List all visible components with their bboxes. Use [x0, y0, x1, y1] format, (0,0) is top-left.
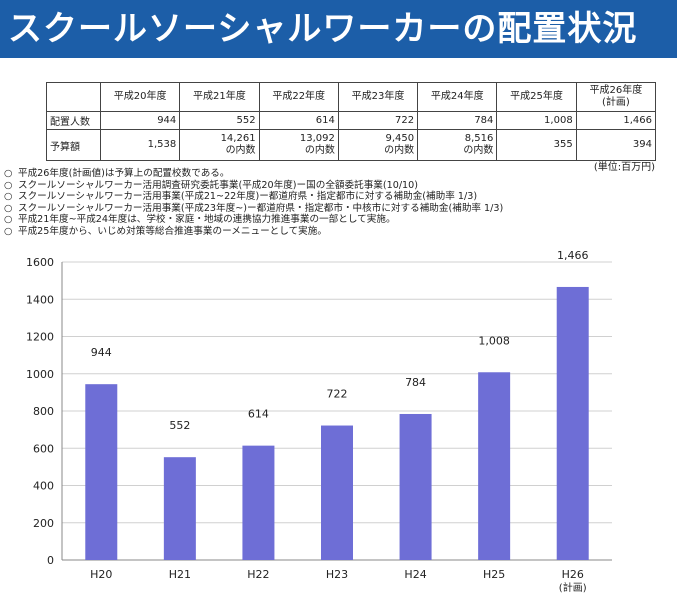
y-tick-label: 1400: [26, 293, 54, 306]
bullet-icon: ○: [4, 202, 13, 214]
data-label: 1,008: [478, 334, 510, 347]
table-row-budget: 予算額 1,538 14,261 の内数 13,092 の内数 9,450 の内数 8…: [46, 129, 657, 161]
cell-value: 14,261: [220, 133, 256, 144]
column-header: 平成22年度: [258, 82, 339, 112]
table-header-row: 平成20年度 平成21年度 平成22年度 平成23年度 平成24年度 平成25年…: [46, 82, 657, 112]
table-corner-cell: [46, 82, 101, 112]
table-cell: 13,092 の内数: [258, 129, 339, 161]
cell-value: 13,092: [299, 133, 335, 144]
y-tick-label: 800: [33, 405, 54, 418]
x-tick-label: H21: [169, 568, 191, 581]
y-tick-label: 0: [47, 554, 54, 567]
unit-label: (単位:百万円): [593, 162, 655, 173]
data-label: 552: [169, 419, 190, 432]
column-header: 平成24年度: [417, 82, 498, 112]
page-title: スクールソーシャルワーカーの配置状況: [8, 9, 638, 49]
column-header: 平成21年度: [179, 82, 260, 112]
note-item: ○ スクールソーシャルワーカー活用事業(平成23年度~)ー都道府県・指定都市・中核…: [4, 203, 503, 215]
note-text: 平成26年度(計画値)は予算上の配置校数である。: [18, 168, 230, 179]
note-text: 平成21年度~平成24年度は、学校・家庭・地域の連携協力推進事業の一部として実施…: [18, 214, 396, 225]
cell-value: 394: [632, 139, 652, 150]
table-cell: 614: [258, 111, 339, 130]
y-tick-label: 1600: [26, 256, 54, 269]
note-item: ○ 平成26年度(計画値)は予算上の配置校数である。: [4, 168, 503, 180]
x-tick-label: H20: [90, 568, 112, 581]
bullet-icon: ○: [4, 168, 13, 179]
table-cell: 722: [337, 111, 419, 130]
note-text: スクールソーシャルワーカー活用調査研究委託事業(平成20年度)ー国の全額委託事業…: [18, 179, 419, 191]
data-label: 944: [91, 346, 112, 359]
bar-chart: 0 200 400 600 800 1000 1200 1400 1600 944 H20 552 H2…: [26, 250, 612, 594]
column-header-plan: 平成26年度 (計画): [575, 82, 657, 112]
table-cell: 1,466: [575, 111, 657, 130]
note-text: スクールソーシャルワーカー活用事業(平成21~22年度)ー都道府県・指定都市に対…: [18, 191, 478, 202]
x-tick-label: H26: [562, 568, 584, 581]
table-cell: 1,008: [496, 111, 577, 130]
x-tick-label: H24: [404, 568, 426, 581]
x-tick-sublabel: (計画): [559, 581, 587, 594]
cell-value: 355: [553, 139, 573, 150]
title-banner: スクールソーシャルワーカーの配置状況: [0, 0, 677, 58]
y-tick-label: 400: [33, 480, 54, 493]
column-header-plan-note: (計画): [601, 97, 630, 108]
column-header-plan-year: 平成26年度: [589, 85, 643, 96]
note-item: ○ 平成25年度から、いじめ対策等総合推進事業のーメニューとして実施。: [4, 226, 503, 238]
table-cell: 9,450 の内数: [337, 129, 419, 161]
x-tick-label: H23: [326, 568, 348, 581]
note-item: ○ スクールソーシャルワーカー活用調査研究委託事業(平成20年度)ー国の全額委託事…: [4, 180, 503, 192]
bar: [242, 445, 275, 560]
bar: [399, 413, 432, 560]
table-row-staff: 配置人数 944 552 614 722 784 1,008 1,466: [46, 111, 657, 130]
table-cell: 355: [496, 129, 577, 161]
x-tick-label: H25: [483, 568, 505, 581]
bullet-icon: ○: [4, 214, 13, 225]
note-item: ○ スクールソーシャルワーカー活用事業(平成21~22年度)ー都道府県・指定都市に…: [4, 191, 503, 203]
row-header: 予算額: [46, 129, 101, 161]
y-tick-label: 1200: [26, 331, 54, 344]
column-header: 平成23年度: [337, 82, 419, 112]
data-label: 1,466: [557, 250, 589, 262]
y-tick-label: 200: [33, 517, 54, 530]
row-header: 配置人数: [46, 111, 101, 130]
column-header: 平成20年度: [99, 82, 181, 112]
bullet-icon: ○: [4, 179, 13, 191]
y-tick-label: 1000: [26, 368, 54, 381]
data-label: 722: [327, 388, 348, 401]
column-header: 平成25年度: [496, 82, 577, 112]
budget-table: 平成20年度 平成21年度 平成22年度 平成23年度 平成24年度 平成25年…: [46, 82, 657, 161]
bar: [163, 457, 196, 560]
note-item: ○ 平成21年度~平成24年度は、学校・家庭・地域の連携協力推進事業の一部として実…: [4, 214, 503, 226]
bullet-icon: ○: [4, 191, 13, 202]
cell-suffix: の内数: [463, 145, 494, 156]
table-cell: 552: [179, 111, 260, 130]
bullet-icon: ○: [4, 225, 13, 237]
table-cell: 14,261 の内数: [179, 129, 260, 161]
notes-list: ○ 平成26年度(計画値)は予算上の配置校数である。 ○ スクールソーシャルワーカー…: [4, 168, 503, 237]
table-cell: 944: [99, 111, 181, 130]
table-cell: 1,538: [99, 129, 181, 161]
note-text: 平成25年度から、いじめ対策等総合推進事業のーメニューとして実施。: [18, 225, 327, 237]
cell-value: 9,450: [385, 133, 415, 144]
cell-value: 8,516: [464, 133, 494, 144]
x-tick-label: H22: [247, 568, 269, 581]
bar: [478, 372, 511, 560]
cell-suffix: の内数: [304, 145, 335, 156]
cell-suffix: の内数: [225, 145, 256, 156]
data-label: 614: [248, 408, 269, 421]
bar: [321, 425, 353, 560]
cell-suffix: の内数: [384, 145, 415, 156]
table-cell: 784: [417, 111, 498, 130]
table-cell: 8,516 の内数: [417, 129, 498, 161]
cell-value: 1,538: [147, 139, 177, 150]
bar: [556, 286, 589, 560]
note-text: スクールソーシャルワーカー活用事業(平成23年度~)ー都道府県・指定都市・中核市…: [18, 202, 504, 214]
y-tick-label: 600: [33, 442, 54, 455]
table-cell: 394: [575, 129, 657, 161]
bar: [85, 384, 118, 560]
data-label: 784: [405, 376, 426, 389]
